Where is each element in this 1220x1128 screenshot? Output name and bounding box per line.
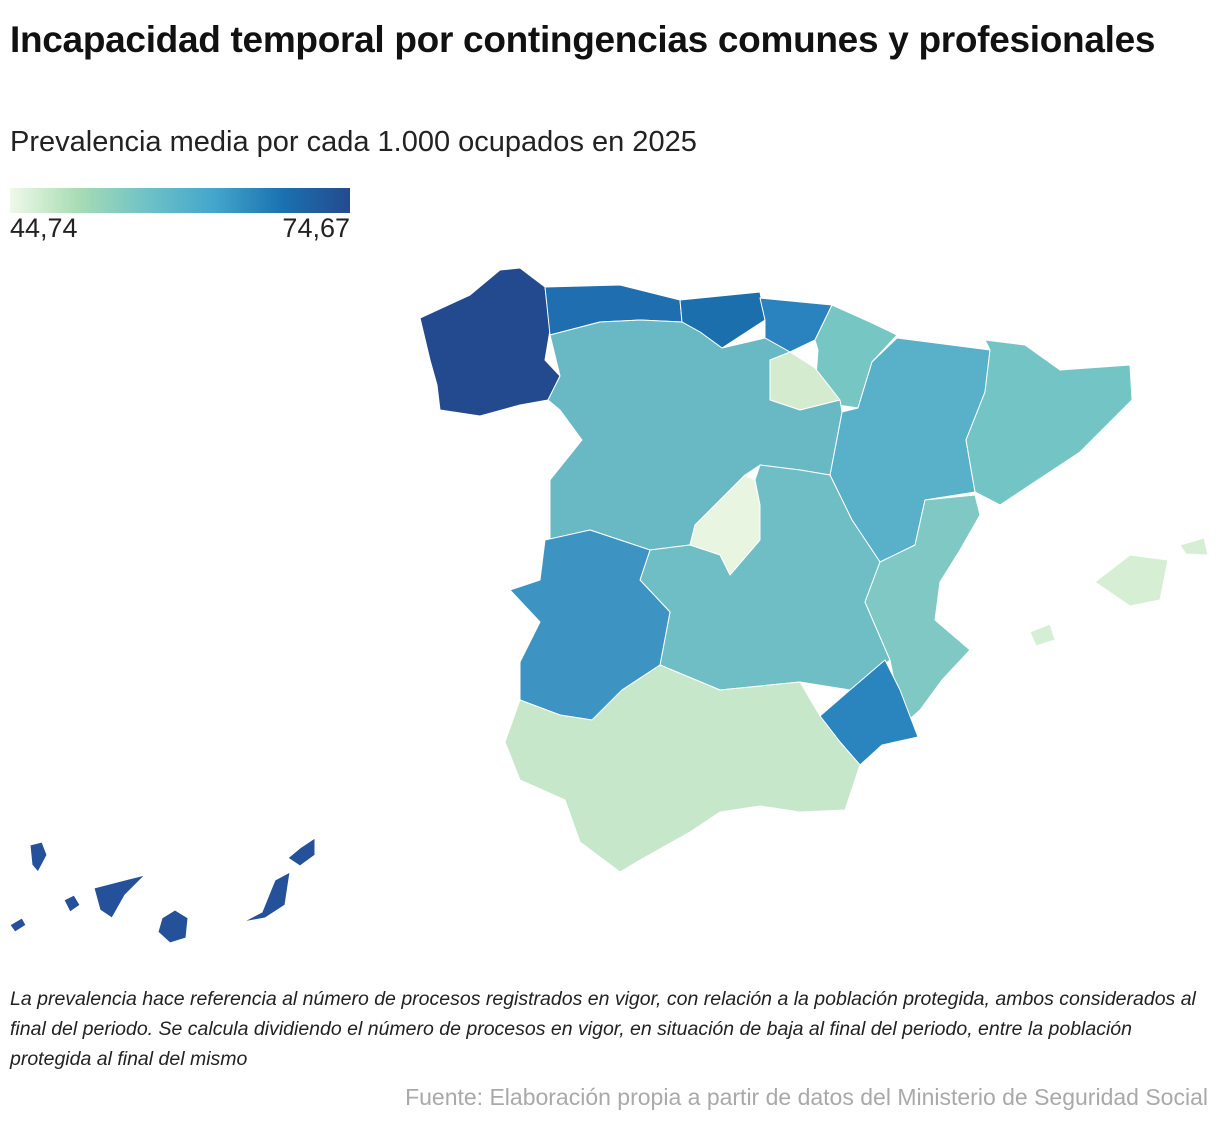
region-baleares[interactable]: Baleares Baleares Baleares [1029, 537, 1209, 647]
chart-subtitle: Prevalencia media por cada 1.000 ocupado… [10, 126, 697, 158]
legend-max-label: 74,67 [282, 213, 350, 243]
spain-choropleth-map: Galicia Asturias Cantabria País Vasco Na… [9, 267, 1209, 944]
island-gran-canaria[interactable]: Canarias [157, 909, 189, 944]
island-la-palma[interactable]: Canarias [29, 841, 48, 873]
region-canarias[interactable]: Canarias Canarias Canarias Canarias Cana… [9, 837, 316, 944]
island-tenerife[interactable]: Canarias [93, 874, 146, 919]
island-fuerteventura[interactable]: Canarias [242, 871, 291, 923]
color-scale-legend [10, 188, 350, 213]
region-andalucia[interactable]: Andalucía [504, 664, 861, 873]
region-cataluna[interactable]: Cataluña [965, 339, 1133, 506]
source-credit: Fuente: Elaboración propia a partir de d… [405, 1084, 1208, 1110]
methodology-note: La prevalencia hace referencia al número… [10, 988, 1196, 1070]
island-mallorca[interactable]: Baleares [1094, 554, 1169, 607]
chart-title: Incapacidad temporal por contingencias c… [10, 19, 1156, 60]
island-ibiza[interactable]: Baleares [1029, 623, 1056, 647]
island-menorca[interactable]: Baleares [1179, 537, 1209, 556]
region-navarra[interactable]: Navarra [814, 304, 898, 409]
legend-min-label: 44,74 [10, 213, 78, 243]
island-el-hierro[interactable]: Canarias [9, 917, 27, 933]
region-comunidad-valenciana[interactable]: Comunidad Valenciana [864, 494, 981, 726]
island-la-gomera[interactable]: Canarias [63, 894, 81, 913]
region-galicia[interactable]: Galicia [419, 267, 561, 417]
island-lanzarote[interactable]: Canarias [287, 837, 316, 867]
